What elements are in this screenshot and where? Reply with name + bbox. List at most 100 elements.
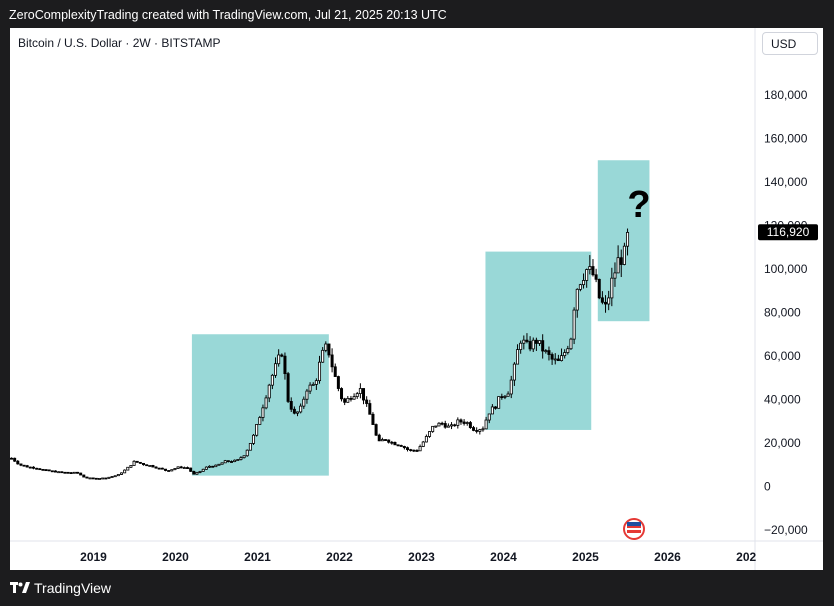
candle-body — [160, 467, 164, 470]
candle-body — [91, 477, 95, 480]
scale-corner — [756, 542, 823, 570]
candle-body — [538, 340, 542, 344]
candle-body — [138, 461, 142, 464]
tradingview-brand[interactable]: TradingView — [10, 580, 111, 596]
candle-body — [575, 288, 579, 311]
candle-body — [597, 278, 601, 299]
candle-body — [509, 379, 513, 395]
candle-body — [321, 349, 325, 363]
candle-body — [261, 407, 265, 418]
candle-body — [88, 477, 92, 480]
y-tick-label: 80,000 — [764, 306, 801, 320]
candle-body — [195, 471, 199, 475]
x-tick-label: 2019 — [80, 550, 107, 564]
candle-body — [553, 358, 557, 361]
candle-body — [547, 350, 551, 355]
candle-body — [311, 383, 315, 386]
candle-body — [252, 434, 256, 444]
candle-body — [506, 393, 510, 397]
candle-body — [393, 441, 397, 446]
candle-body — [192, 470, 196, 475]
candle-body — [619, 257, 623, 265]
candle-body — [296, 411, 300, 414]
price-chart[interactable]: ?180,000160,000140,000120,000100,00080,0… — [10, 28, 823, 570]
candle-body — [120, 472, 124, 475]
candle-body — [242, 455, 246, 459]
candle-body — [286, 373, 290, 402]
candle-body — [28, 466, 32, 469]
candle-body — [132, 460, 136, 466]
candle-body — [525, 339, 529, 342]
candle-body — [503, 395, 507, 398]
candle-body — [409, 449, 413, 452]
candle-body — [204, 466, 208, 470]
candle-body — [277, 354, 281, 365]
candle-body — [333, 366, 337, 377]
candle-body — [50, 470, 54, 473]
candle-body — [226, 460, 230, 463]
candle-body — [135, 460, 139, 463]
candle-body — [541, 340, 545, 352]
candle-body — [38, 468, 42, 471]
candle-body — [255, 424, 259, 436]
candle-body — [336, 376, 340, 389]
candle-body — [274, 363, 278, 376]
candle-body — [314, 380, 318, 385]
candle-body — [390, 441, 394, 444]
candle-body — [418, 446, 422, 452]
candle-body — [63, 471, 67, 474]
candle-body — [116, 474, 120, 477]
candle-body — [437, 422, 441, 427]
candle-body — [308, 384, 312, 392]
candle-body — [302, 398, 306, 407]
currency-selector[interactable]: USD — [762, 32, 818, 55]
y-tick-label: 40,000 — [764, 393, 801, 407]
candle-body — [258, 417, 262, 425]
candle-body — [569, 338, 573, 350]
candle-body — [582, 280, 586, 286]
candle-body — [248, 443, 252, 451]
candle-body — [406, 447, 410, 451]
candle-body — [19, 463, 23, 466]
candle-body — [98, 478, 102, 480]
candle-body — [32, 466, 36, 469]
candle-body — [54, 470, 58, 473]
candle-body — [572, 309, 576, 340]
candle-body — [610, 277, 614, 299]
candle-body — [578, 284, 582, 290]
candle-body — [41, 468, 45, 471]
chart-frame[interactable]: ?180,000160,000140,000120,000100,00080,0… — [10, 28, 823, 570]
candle-body — [94, 477, 98, 480]
candle-body — [462, 421, 466, 424]
candle-body — [22, 464, 26, 467]
candle-body — [173, 468, 177, 471]
candle-body — [468, 422, 472, 428]
candle-body — [289, 401, 293, 410]
candle-body — [343, 398, 347, 403]
candle-body — [123, 469, 127, 474]
candle-body — [340, 388, 344, 400]
candle-body — [484, 419, 488, 430]
x-tick-label: 2024 — [490, 550, 517, 564]
candle-body — [607, 297, 611, 305]
candle-body — [167, 470, 171, 472]
candle-body — [13, 457, 17, 462]
candle-body — [198, 470, 202, 473]
candle-body — [76, 471, 80, 474]
candle-body — [522, 339, 526, 344]
candle-body — [189, 467, 193, 472]
candle-body — [349, 398, 353, 400]
candle-body — [362, 388, 366, 401]
candle-body — [145, 464, 149, 467]
candle-body — [591, 266, 595, 276]
candle-body — [399, 445, 403, 447]
candle-body — [374, 424, 378, 436]
candle-body — [270, 374, 274, 386]
candle-body — [355, 393, 359, 397]
x-tick-label: 2021 — [244, 550, 271, 564]
candle-body — [428, 431, 432, 437]
candle-body — [494, 406, 498, 409]
candle-body — [72, 471, 76, 474]
candle-body — [283, 355, 287, 375]
candle-body — [230, 461, 234, 463]
